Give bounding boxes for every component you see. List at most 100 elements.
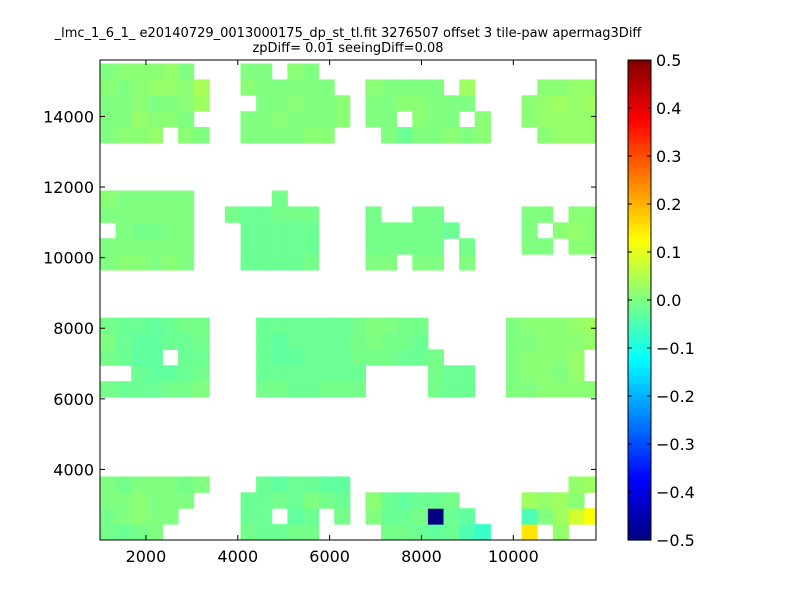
heatmap-cell bbox=[162, 95, 179, 112]
heatmap-cell bbox=[131, 79, 148, 96]
colorbar-segment bbox=[628, 396, 651, 401]
heatmap-cell bbox=[505, 333, 523, 350]
colorbar-tick-label: 0.4 bbox=[656, 99, 681, 118]
heatmap-cell bbox=[131, 63, 148, 80]
heatmap-cell bbox=[115, 476, 132, 493]
colorbar-segment bbox=[628, 80, 651, 85]
heatmap-cell bbox=[474, 524, 491, 541]
heatmap-cell bbox=[412, 127, 429, 144]
heatmap-cell bbox=[427, 365, 445, 382]
heatmap-cell bbox=[115, 492, 132, 509]
heatmap-cell bbox=[584, 317, 597, 335]
heatmap-cell bbox=[271, 222, 288, 239]
heatmap-cell bbox=[396, 95, 413, 112]
heatmap-cell bbox=[334, 492, 351, 509]
colorbar-segment bbox=[628, 328, 651, 333]
heatmap-cell bbox=[365, 222, 382, 239]
colorbar-segment bbox=[628, 292, 651, 297]
colorbar-segment bbox=[628, 480, 651, 485]
colorbar-segment bbox=[628, 320, 651, 325]
heatmap-cell bbox=[100, 190, 117, 207]
colorbar-segment bbox=[628, 364, 651, 369]
heatmap-cell bbox=[568, 79, 585, 96]
heatmap-cell bbox=[178, 254, 195, 271]
heatmap-cell bbox=[365, 349, 382, 366]
heatmap-cell bbox=[568, 95, 585, 112]
heatmap-cell bbox=[537, 111, 554, 128]
heatmap-cell bbox=[287, 317, 304, 335]
colorbar-segment bbox=[628, 204, 651, 209]
heatmap-cell bbox=[287, 79, 304, 96]
colorbar-segment bbox=[628, 312, 651, 317]
heatmap-cell bbox=[240, 492, 257, 509]
heatmap-cell bbox=[256, 63, 273, 80]
colorbar-segment bbox=[628, 288, 651, 293]
heatmap-cell bbox=[271, 333, 288, 350]
heatmap-cell bbox=[271, 349, 288, 366]
heatmap-cell bbox=[287, 127, 304, 144]
heatmap-cell bbox=[100, 349, 117, 366]
heatmap-cell bbox=[146, 238, 163, 255]
heatmap-cell bbox=[146, 254, 163, 271]
heatmap-cell bbox=[178, 492, 195, 509]
heatmap-cell bbox=[146, 222, 163, 239]
heatmap-cell bbox=[256, 95, 273, 112]
colorbar-segment bbox=[628, 468, 651, 473]
heatmap-cell bbox=[318, 333, 335, 350]
heatmap-cell bbox=[537, 79, 554, 96]
colorbar-segment bbox=[628, 388, 651, 393]
heatmap-cell bbox=[427, 254, 445, 271]
colorbar-segment bbox=[628, 112, 651, 117]
heatmap-cell bbox=[100, 476, 117, 493]
heatmap-cell bbox=[427, 127, 445, 144]
heatmap-cell bbox=[131, 381, 148, 398]
heatmap-cell bbox=[115, 111, 132, 128]
heatmap-cell bbox=[131, 95, 148, 112]
heatmap-cell bbox=[552, 127, 569, 144]
colorbar-segment bbox=[628, 152, 651, 157]
heatmap-cell bbox=[318, 95, 335, 112]
heatmap-cell bbox=[302, 79, 320, 96]
colorbar-tick-label: −0.1 bbox=[656, 339, 695, 358]
colorbar-segment bbox=[628, 276, 651, 281]
heatmap-cell bbox=[568, 222, 585, 239]
colorbar-segment bbox=[628, 236, 651, 241]
heatmap-cell bbox=[193, 317, 210, 335]
colorbar-segment bbox=[628, 300, 651, 305]
heatmap-cell bbox=[459, 381, 476, 398]
heatmap-cell bbox=[271, 254, 288, 271]
colorbar-segment bbox=[628, 280, 651, 285]
heatmap-cell bbox=[131, 365, 148, 382]
heatmap-cell bbox=[318, 349, 335, 366]
colorbar-segment bbox=[628, 308, 651, 313]
heatmap-cell bbox=[256, 254, 273, 271]
colorbar-segment bbox=[628, 508, 651, 513]
heatmap-cell bbox=[100, 333, 117, 350]
heatmap-cell bbox=[146, 63, 163, 80]
heatmap-cell bbox=[427, 206, 445, 223]
heatmap-cell bbox=[256, 127, 273, 144]
heatmap-cell bbox=[178, 95, 195, 112]
heatmap-cell bbox=[146, 381, 163, 398]
colorbar-segment bbox=[628, 336, 651, 341]
heatmap-cell bbox=[131, 349, 148, 366]
colorbar-segment bbox=[628, 324, 651, 329]
colorbar-segment bbox=[628, 376, 651, 381]
heatmap-cell bbox=[396, 333, 413, 350]
heatmap-cell bbox=[568, 206, 585, 223]
colorbar-segment bbox=[628, 296, 651, 301]
heatmap-cell bbox=[256, 79, 273, 96]
heatmap-cell bbox=[412, 524, 429, 541]
colorbar-segment bbox=[628, 216, 651, 221]
colorbar-segment bbox=[628, 316, 651, 321]
heatmap-cell bbox=[521, 349, 538, 366]
colorbar-segment bbox=[628, 256, 651, 261]
heatmap-cell bbox=[178, 190, 195, 207]
heatmap-cell bbox=[318, 381, 335, 398]
x-tick-label: 4000 bbox=[217, 547, 258, 566]
colorbar-segment bbox=[628, 284, 651, 289]
heatmap-cell bbox=[115, 238, 132, 255]
heatmap-cell bbox=[131, 206, 148, 223]
heatmap-cell bbox=[256, 333, 273, 350]
